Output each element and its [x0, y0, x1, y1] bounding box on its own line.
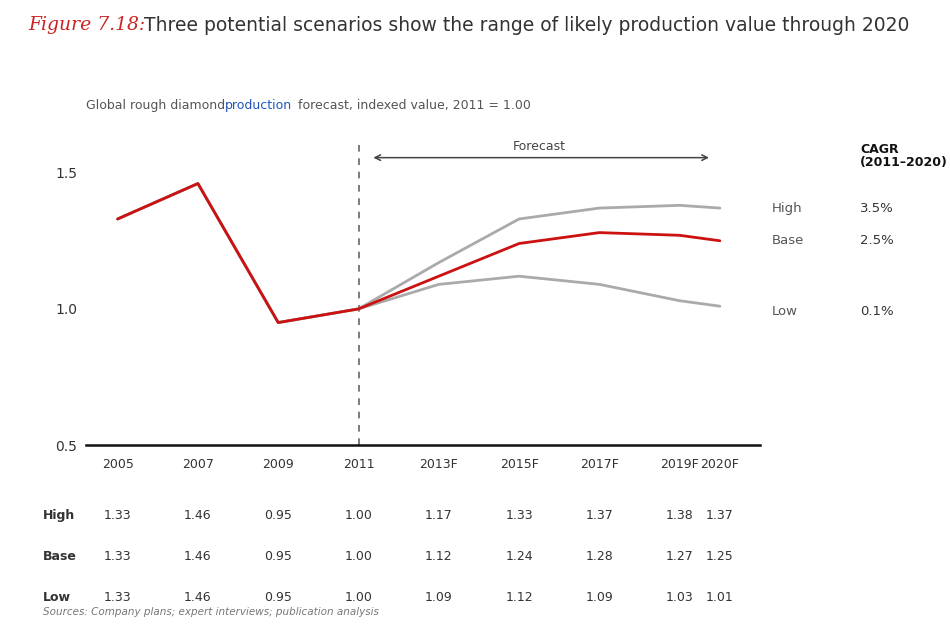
Text: 0.95: 0.95: [264, 550, 293, 563]
Text: 1.46: 1.46: [184, 550, 212, 563]
Text: 1.37: 1.37: [585, 509, 614, 522]
Text: Figure 7.18:: Figure 7.18:: [28, 16, 145, 34]
Text: production: production: [225, 99, 293, 111]
Text: 0.95: 0.95: [264, 591, 293, 604]
Text: 2020F: 2020F: [700, 458, 739, 471]
Text: 3.5%: 3.5%: [861, 202, 894, 214]
Text: 1.12: 1.12: [505, 591, 533, 604]
Text: Low: Low: [772, 305, 798, 318]
Text: 1.00: 1.00: [345, 509, 372, 522]
Text: 1.46: 1.46: [184, 509, 212, 522]
Text: Base: Base: [772, 234, 805, 247]
Text: 1.28: 1.28: [585, 550, 614, 563]
Text: 1.00: 1.00: [345, 550, 372, 563]
Text: 1.27: 1.27: [666, 550, 694, 563]
Text: 2017F: 2017F: [580, 458, 618, 471]
Text: 2009: 2009: [262, 458, 294, 471]
Text: Sources: Company plans; expert interviews; publication analysis: Sources: Company plans; expert interview…: [43, 607, 379, 617]
Text: 1.00: 1.00: [345, 591, 372, 604]
Text: 1.38: 1.38: [666, 509, 694, 522]
Text: Global rough diamond: Global rough diamond: [86, 99, 229, 111]
Text: Base: Base: [43, 550, 77, 563]
Text: 1.09: 1.09: [585, 591, 614, 604]
Text: 2011: 2011: [343, 458, 374, 471]
Text: 1.37: 1.37: [706, 509, 733, 522]
Text: Forecast: Forecast: [513, 140, 565, 153]
Text: 1.25: 1.25: [706, 550, 733, 563]
Text: 1.03: 1.03: [666, 591, 694, 604]
Text: 2019F: 2019F: [660, 458, 699, 471]
Text: 1.33: 1.33: [104, 591, 131, 604]
Text: CAGR: CAGR: [861, 143, 899, 156]
Text: 1.33: 1.33: [104, 509, 131, 522]
Text: forecast, indexed value, 2011 = 1.00: forecast, indexed value, 2011 = 1.00: [294, 99, 530, 111]
Text: 1.46: 1.46: [184, 591, 212, 604]
Text: 1.17: 1.17: [425, 509, 453, 522]
Text: 1.09: 1.09: [425, 591, 453, 604]
Text: 2015F: 2015F: [500, 458, 539, 471]
Text: 2013F: 2013F: [420, 458, 458, 471]
Text: 2.5%: 2.5%: [861, 234, 894, 247]
Text: Low: Low: [43, 591, 70, 604]
Text: 1.33: 1.33: [505, 509, 533, 522]
Text: (2011–2020): (2011–2020): [861, 156, 948, 169]
Text: High: High: [772, 202, 803, 214]
Text: 0.95: 0.95: [264, 509, 293, 522]
Text: Three potential scenarios show the range of likely production value through 2020: Three potential scenarios show the range…: [138, 16, 909, 35]
Text: High: High: [43, 509, 75, 522]
Text: 2005: 2005: [102, 458, 134, 471]
Text: 0.1%: 0.1%: [861, 305, 894, 318]
Text: 1.24: 1.24: [505, 550, 533, 563]
Text: 1.01: 1.01: [706, 591, 733, 604]
Text: 1.12: 1.12: [425, 550, 452, 563]
Text: 2007: 2007: [182, 458, 214, 471]
Text: 1.33: 1.33: [104, 550, 131, 563]
